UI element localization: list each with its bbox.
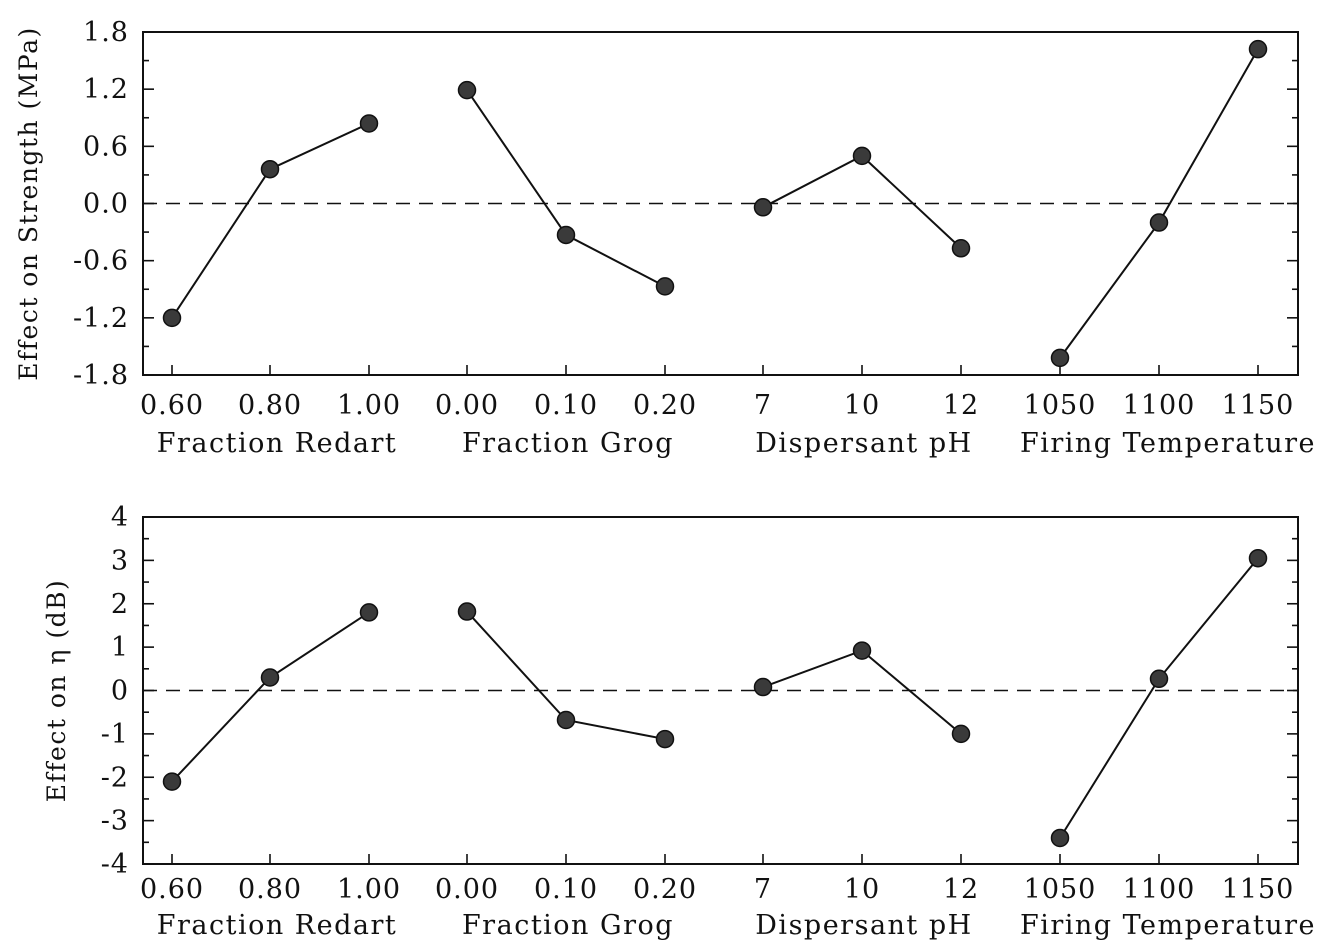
x-tick-label: 1050: [1024, 874, 1097, 905]
x-tick-label: 0.80: [238, 874, 302, 905]
y-tick-label: 1.2: [83, 74, 129, 105]
data-point: [556, 225, 576, 245]
factor-label: Fraction Redart: [157, 428, 398, 459]
factor-label: Firing Temperature: [1020, 428, 1316, 459]
factor-label: Dispersant pH: [755, 428, 972, 459]
y-tick-label: -1: [101, 719, 129, 750]
x-tick-label: 7: [754, 874, 772, 905]
x-tick-label: 1100: [1123, 390, 1196, 421]
effect-line: [466, 89, 666, 288]
x-tick-label: 12: [943, 390, 979, 421]
x-tick-label: 0.00: [435, 874, 499, 905]
y-tick-label: 1: [111, 632, 129, 663]
data-point: [1050, 828, 1070, 848]
data-point: [556, 710, 576, 730]
x-tick-label: 10: [844, 390, 880, 421]
data-point: [655, 277, 675, 296]
data-point: [260, 159, 280, 179]
y-tick-label: -1.2: [73, 303, 129, 334]
effect-line: [171, 122, 370, 319]
x-tick-label: 7: [754, 390, 772, 421]
factor-group: 0.00 0.10 0.20 Fraction Grog: [435, 602, 697, 941]
y-tick-label: -0.6: [73, 246, 129, 277]
factor-group: 7 10 12 Dispersant pH: [753, 641, 979, 941]
data-point: [1149, 213, 1169, 232]
x-tick-label: 1.00: [337, 874, 401, 905]
x-tick-label: 1150: [1222, 390, 1295, 421]
y-tick-label: 0.0: [83, 189, 129, 220]
data-point: [1149, 669, 1169, 689]
effect-line: [762, 649, 962, 735]
data-point: [162, 772, 182, 791]
data-point: [655, 729, 675, 749]
y-axis-label: Effect on η (dB): [42, 579, 71, 802]
panel-1: 1.8 1.2 0.6 0.0 -0.6 -1.2 -1.8 Effect on Streng…: [14, 17, 1316, 459]
effect-line: [1059, 557, 1259, 839]
y-tick-label: -4: [101, 849, 129, 880]
data-point: [359, 603, 379, 622]
x-tick-label: 1150: [1222, 874, 1295, 905]
data-point: [951, 724, 971, 744]
factor-group: 7 10 12 Dispersant pH: [753, 146, 979, 459]
data-point: [457, 602, 477, 621]
factor-group: 0.60 0.80 1.00 Fraction Redart: [140, 114, 401, 459]
data-point: [359, 114, 379, 133]
x-tick-label: 0.20: [633, 874, 697, 905]
data-point: [852, 146, 872, 166]
factor-label: Fraction Grog: [462, 428, 674, 459]
x-tick-label: 0.20: [633, 390, 697, 421]
factor-group: 0.60 0.80 1.00 Fraction Redart: [140, 603, 401, 941]
x-tick-label: 0.60: [140, 390, 204, 421]
x-tick-label: 0.10: [534, 874, 598, 905]
factor-label: Fraction Redart: [157, 910, 398, 941]
y-tick-label: 2: [111, 589, 129, 620]
factor-group: 0.00 0.10 0.20 Fraction Grog: [435, 80, 697, 459]
x-tick-label: 0.60: [140, 874, 204, 905]
data-point: [753, 677, 773, 697]
y-tick-label: 1.8: [83, 17, 129, 48]
x-tick-label: 0.80: [238, 390, 302, 421]
y-tick-label: -1.8: [73, 360, 129, 391]
effect-line: [762, 154, 962, 250]
y-axis-label: Effect on Strength (MPa): [14, 26, 43, 380]
data-point: [852, 641, 872, 660]
factor-label: Dispersant pH: [755, 910, 972, 941]
data-point: [457, 80, 477, 100]
factor-group: 1050 1100 1150 Firing Temperature: [1020, 39, 1316, 459]
data-point: [951, 239, 971, 258]
x-tick-label: 1050: [1024, 390, 1097, 421]
data-point: [1248, 39, 1268, 59]
factor-group: 1050 1100 1150 Firing Temperature: [1020, 548, 1316, 941]
data-point: [162, 308, 182, 328]
x-tick-label: 0.10: [534, 390, 598, 421]
x-tick-label: 1.00: [337, 390, 401, 421]
factor-label: Firing Temperature: [1020, 910, 1316, 941]
factor-label: Fraction Grog: [462, 910, 674, 941]
y-tick-label: 0: [111, 676, 129, 707]
y-tick-label: 0.6: [83, 131, 129, 162]
data-point: [260, 668, 280, 687]
x-tick-label: 1100: [1123, 874, 1196, 905]
x-tick-label: 0.00: [435, 390, 499, 421]
data-point: [753, 198, 773, 217]
data-point: [1050, 348, 1070, 368]
data-point: [1248, 548, 1268, 568]
y-tick-label: -3: [101, 806, 129, 837]
effect-line: [171, 611, 370, 783]
y-tick-label: 4: [111, 502, 129, 533]
x-tick-label: 12: [943, 874, 979, 905]
y-tick-label: 3: [111, 545, 129, 576]
x-tick-label: 10: [844, 874, 880, 905]
y-tick-label: -2: [101, 762, 129, 793]
